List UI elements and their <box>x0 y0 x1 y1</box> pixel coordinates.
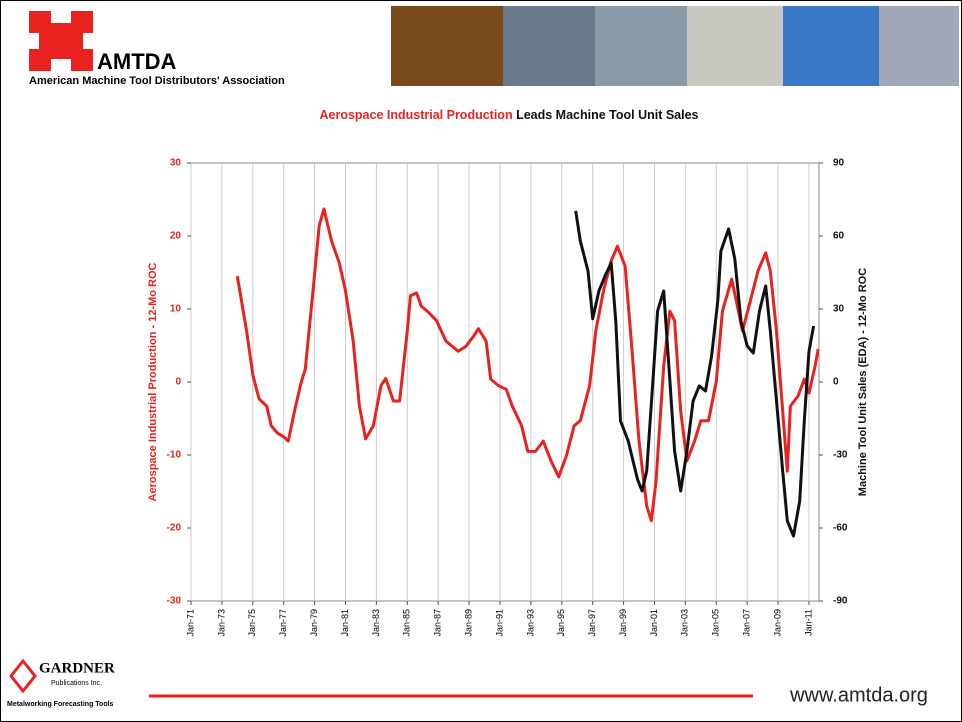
chart-title: Aerospace Industrial Production Leads Ma… <box>319 108 698 122</box>
y2-tick-label: 0 <box>833 377 839 388</box>
x-tick-label: Jan-01 <box>649 609 659 637</box>
chart: AMTDA American Machine Tool Distributors… <box>1 1 961 721</box>
x-tick-label: Jan-85 <box>402 609 412 637</box>
y2-axis-label: Machine Tool Unit Sales (EDA) - 12-Mo RO… <box>857 268 869 496</box>
x-tick-label: Jan-91 <box>494 609 504 637</box>
y-tick-label: -10 <box>167 450 182 461</box>
gardner-logo <box>11 661 35 691</box>
plot-area <box>191 163 819 601</box>
x-tick-label: Jan-07 <box>742 609 752 637</box>
x-tick-label: Jan-05 <box>711 609 721 637</box>
title-rest: Leads Machine Tool Unit Sales <box>516 108 698 122</box>
x-tick-label: Jan-09 <box>772 609 782 637</box>
organization: American Machine Tool Distributors' Asso… <box>29 75 285 87</box>
y-tick-label: 10 <box>170 304 182 315</box>
footer-brand-sub: Publications Inc. <box>51 680 102 687</box>
y2-tick-label: -60 <box>833 523 848 534</box>
x-tick-label: Jan-79 <box>309 609 319 637</box>
y2-tick-label: 60 <box>833 231 845 242</box>
x-tick-label: Jan-73 <box>216 609 226 637</box>
x-tick-label: Jan-93 <box>525 609 535 637</box>
x-tick-label: Jan-71 <box>185 609 195 637</box>
x-tick-label: Jan-77 <box>278 609 288 637</box>
y-tick-label: -20 <box>167 523 182 534</box>
logo-text: AMTDA <box>97 49 177 74</box>
y-tick-label: 30 <box>170 158 182 169</box>
x-tick-label: Jan-97 <box>587 609 597 637</box>
x-tick-label: Jan-81 <box>340 609 350 637</box>
y2-tick-label: -90 <box>833 596 848 607</box>
y2-tick-label: 90 <box>833 158 845 169</box>
slide: AMTDA American Machine Tool Distributors… <box>0 0 962 722</box>
x-tick-label: Jan-87 <box>433 609 443 637</box>
x-tick-label: Jan-11 <box>803 609 813 636</box>
x-tick-label: Jan-75 <box>247 609 257 637</box>
y-tick-label: -30 <box>167 596 182 607</box>
x-tick-label: Jan-83 <box>371 609 381 637</box>
x-tick-label: Jan-03 <box>680 609 690 637</box>
x-tick-label: Jan-99 <box>618 609 628 637</box>
footer-tagline: Metalworking Forecasting Tools <box>7 701 114 708</box>
y2-tick-label: -30 <box>833 450 848 461</box>
footer-url: www.amtda.org <box>789 684 928 706</box>
y-tick-label: 20 <box>170 231 182 242</box>
y-axis-label: Aerospace Industrial Production - 12-Mo … <box>147 262 159 501</box>
x-tick-label: Jan-89 <box>463 609 473 637</box>
header-photos <box>391 6 959 86</box>
footer-brand: GARDNER <box>39 660 115 676</box>
title-highlight: Aerospace Industrial Production <box>319 108 512 122</box>
x-tick-label: Jan-95 <box>556 609 566 637</box>
y2-tick-label: 30 <box>833 304 845 315</box>
amtda-logo <box>29 11 93 71</box>
y-tick-label: 0 <box>175 377 181 388</box>
